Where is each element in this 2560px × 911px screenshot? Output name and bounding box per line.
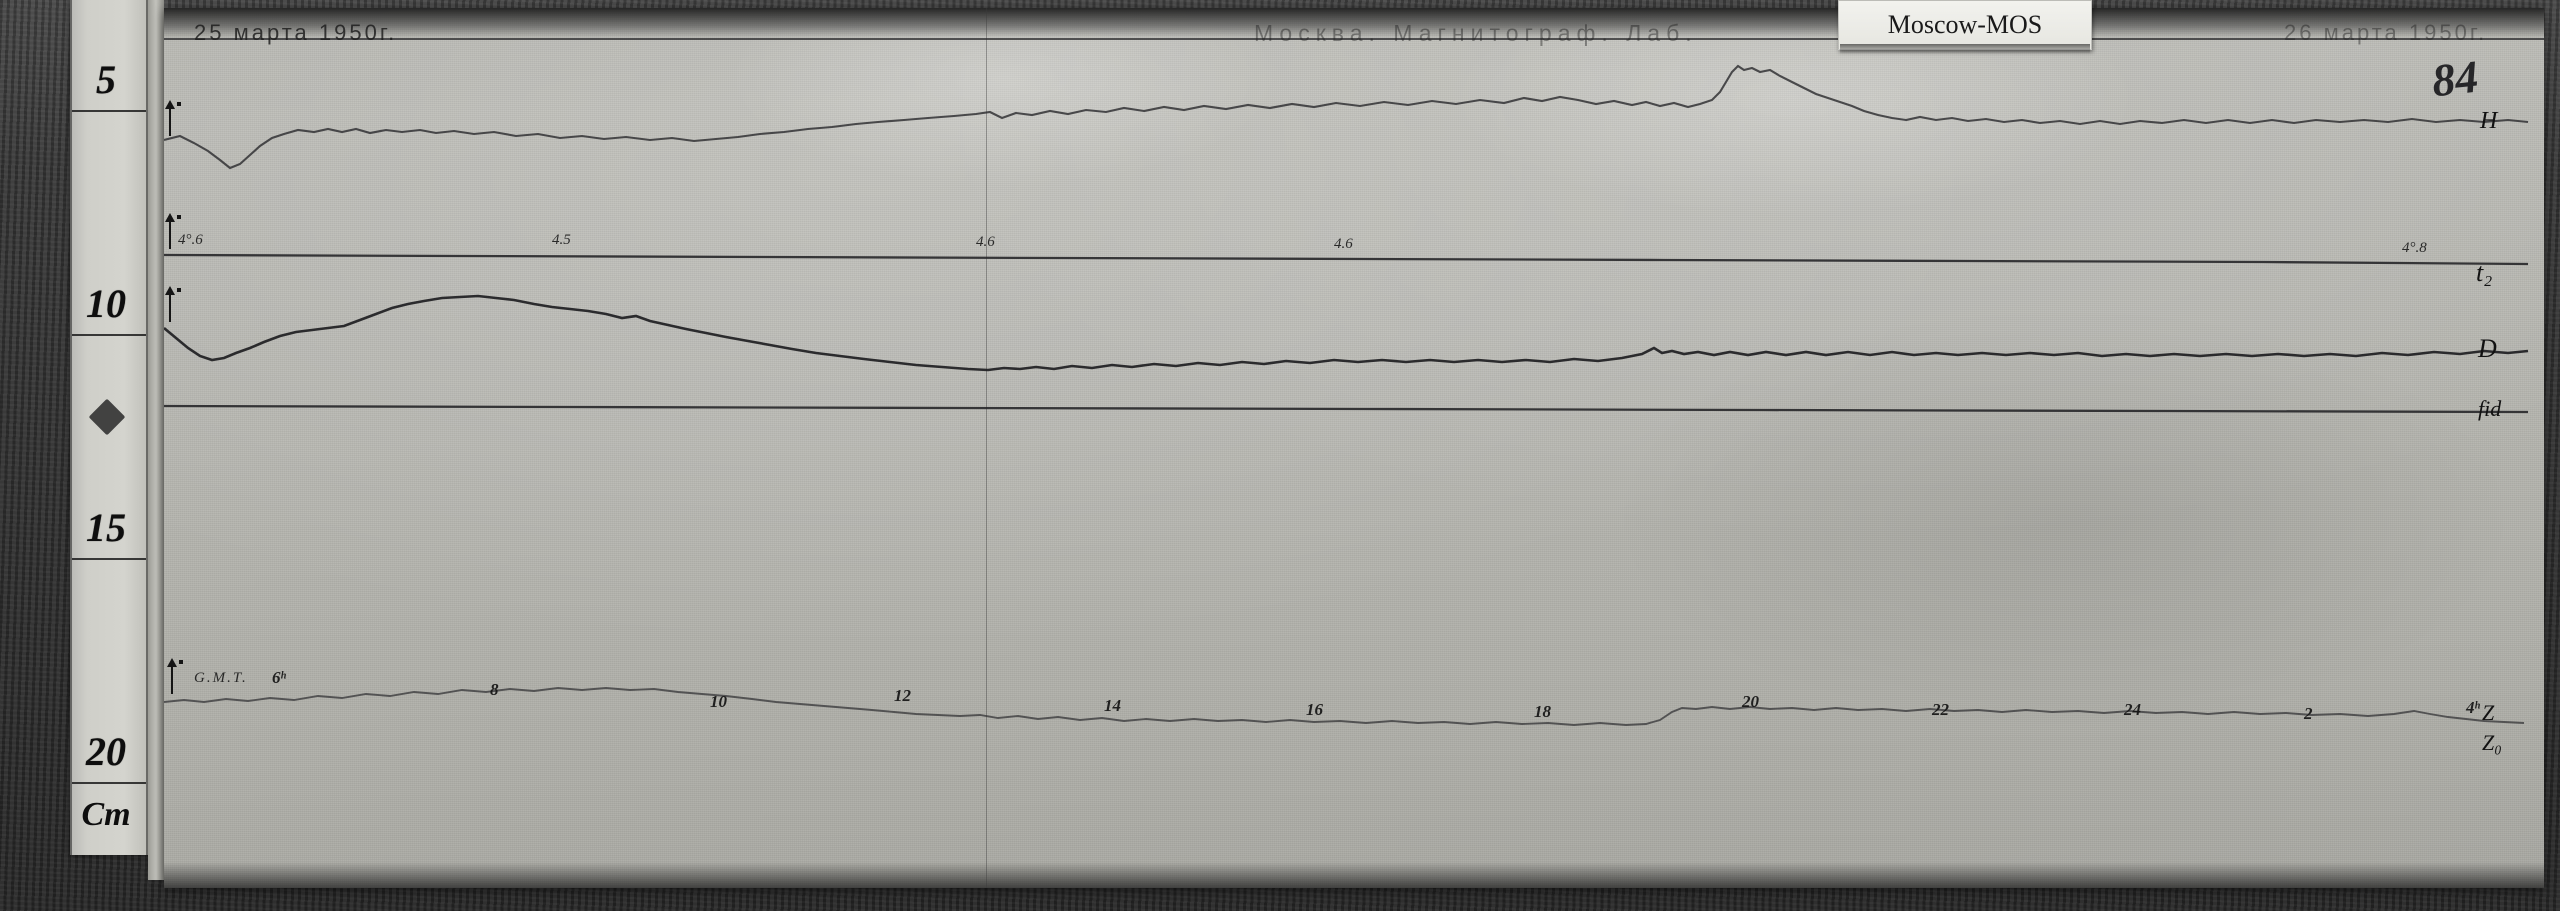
sheet-vertical-seam xyxy=(986,8,987,888)
temperature-mark-3: 4.6 xyxy=(1334,236,1353,252)
trace-D xyxy=(164,296,2528,370)
hour-mark-4: 4ʰ xyxy=(2466,698,2480,717)
header-date-right: 26 марта 1950г. xyxy=(2284,20,2488,45)
header-rule-line xyxy=(164,38,2544,40)
ruler-mark-20: 20 xyxy=(86,729,126,774)
hour-mark-22: 22 xyxy=(1932,700,1949,719)
hour-mark-2: 2 xyxy=(2304,704,2313,723)
centimeter-ruler: 5 10 15 20 Cm xyxy=(70,0,148,855)
trace-label-right-fid: fid xyxy=(2478,396,2502,421)
trace-label-right-Z: Z xyxy=(2482,700,2495,725)
temperature-baseline-right: 4°.8 xyxy=(2402,240,2427,256)
ruler-unit-label: Cm xyxy=(81,796,131,833)
trace-label-right-t2: t₂ xyxy=(2476,258,2493,287)
hour-mark-8: 8 xyxy=(490,680,499,699)
hour-mark-14: 14 xyxy=(1104,696,1121,715)
trace-t2-baseline xyxy=(164,255,2528,264)
trace-Z xyxy=(164,688,2524,725)
hour-mark-24: 24 xyxy=(2124,700,2141,719)
header-title-center: Москва. Магнитограф. Лаб. xyxy=(1254,20,1698,46)
magnetogram-sheet: 25 марта 1950г. Москва. Магнитограф. Лаб… xyxy=(164,8,2544,888)
observatory-label-shadow xyxy=(1840,44,2090,54)
hour-mark-10: 10 xyxy=(710,692,727,711)
trace-label-right-Z0: Z₀ xyxy=(2482,730,2502,755)
trace-label-right-D: D xyxy=(2478,334,2497,363)
trace-canvas xyxy=(164,8,2544,888)
hour-mark-16: 16 xyxy=(1306,700,1323,719)
trace-H xyxy=(164,66,2528,168)
observatory-label: Moscow-MOS xyxy=(1838,0,2092,50)
time-system-label: G.M.T. xyxy=(194,670,248,686)
hour-mark-20: 20 xyxy=(1742,692,1759,711)
temperature-mark-1: 4.5 xyxy=(552,232,571,248)
ruler-side-rail xyxy=(148,0,164,880)
ruler-mark-15: 15 xyxy=(86,505,126,550)
hour-mark-18: 18 xyxy=(1534,702,1551,721)
ruler-mark-5: 5 xyxy=(96,57,116,102)
header-date-left: 25 марта 1950г. xyxy=(194,20,398,45)
hour-mark-12: 12 xyxy=(894,686,911,705)
trace-fid-baseline xyxy=(164,406,2528,412)
temperature-baseline-left: 4°.6 xyxy=(178,232,203,248)
trace-label-right-H: H xyxy=(2480,108,2498,134)
bottom-edge-shadow xyxy=(164,862,2544,888)
diamond-marker xyxy=(88,398,126,436)
ruler-mark-10: 10 xyxy=(86,281,126,326)
hour-mark-6: 6ʰ xyxy=(272,668,286,687)
temperature-mark-2: 4.6 xyxy=(976,234,995,250)
top-edge-shadow xyxy=(164,8,2544,38)
